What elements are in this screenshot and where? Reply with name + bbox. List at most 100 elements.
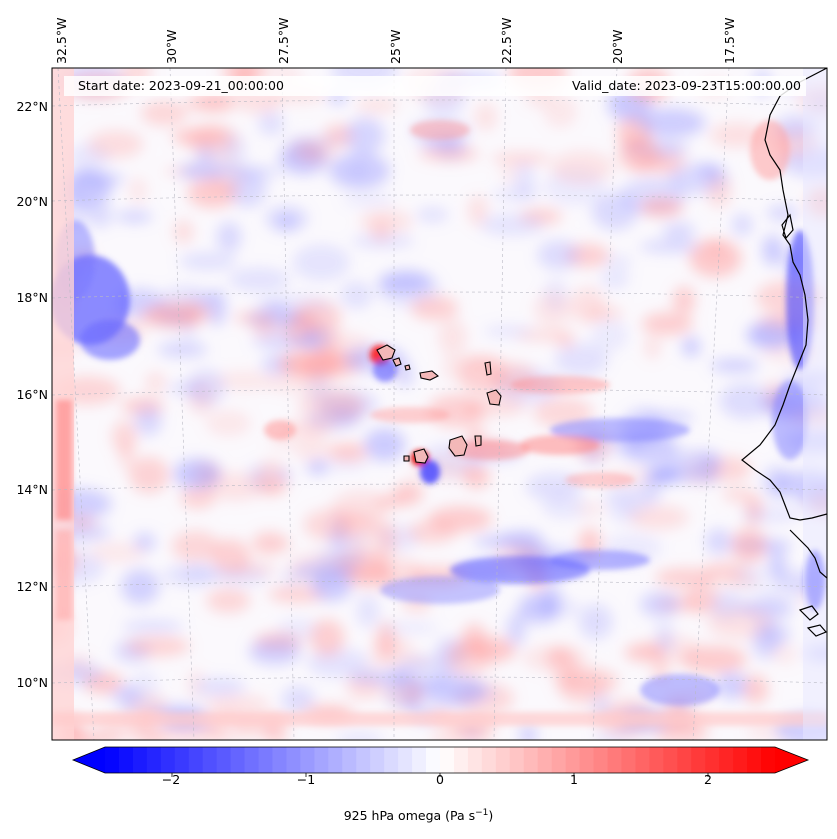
lat-label-16n: 16°N <box>16 387 48 402</box>
omega-cell <box>116 211 153 222</box>
omega-cell <box>206 588 251 613</box>
omega-cell <box>324 534 369 546</box>
omega-cell <box>88 130 144 159</box>
omega-cell <box>604 486 660 510</box>
omega-cell <box>618 137 661 172</box>
meridian-line <box>493 68 507 740</box>
omega-cell <box>186 369 226 406</box>
omega-cell <box>491 152 551 165</box>
omega-cell <box>393 482 424 506</box>
omega-feature <box>772 380 808 460</box>
omega-cell <box>410 295 458 321</box>
omega-cell <box>140 100 188 126</box>
omega-cell <box>340 281 373 309</box>
omega-cell <box>248 639 301 665</box>
omega-cell <box>307 648 370 678</box>
omega-cell <box>655 568 717 587</box>
omega-cell <box>380 622 440 634</box>
omega-feature <box>450 440 530 460</box>
omega-cell <box>591 319 629 352</box>
parallel-line <box>52 580 827 588</box>
omega-cell <box>214 165 282 179</box>
omega-feature <box>264 420 296 440</box>
omega-cell <box>277 618 320 641</box>
omega-feature <box>640 674 720 706</box>
omega-cell <box>144 371 166 393</box>
omega-cell <box>554 332 576 349</box>
omega-feature <box>550 418 690 442</box>
omega-cell <box>292 301 342 332</box>
omega-cell <box>148 727 169 740</box>
omega-cell <box>719 383 771 419</box>
omega-feature <box>565 472 635 488</box>
omega-cell <box>281 343 343 380</box>
omega-cell <box>275 469 293 481</box>
omega-cell <box>342 193 395 207</box>
colorbar-title: 925 hPa omega (Pa s−1) <box>0 808 837 823</box>
omega-cell <box>680 646 747 673</box>
omega-cell <box>185 299 202 322</box>
colorbar-tick-0: 0 <box>436 772 444 787</box>
omega-cell <box>371 640 415 653</box>
omega-cell <box>685 583 720 614</box>
omega-cell <box>682 336 701 357</box>
omega-cell <box>121 621 184 632</box>
lon-label-22-5w: 22.5°W <box>499 17 514 64</box>
omega-cell <box>440 365 465 381</box>
omega-cell <box>228 267 290 292</box>
omega-feature <box>550 550 650 570</box>
omega-cell <box>762 465 791 499</box>
omega-cell <box>128 176 148 205</box>
lat-label-10n: 10°N <box>16 675 48 690</box>
omega-cell <box>644 335 661 360</box>
gridlines <box>52 68 827 740</box>
omega-cell <box>554 343 609 377</box>
omega-cell <box>462 465 491 489</box>
omega-cell <box>345 117 385 155</box>
date-banner <box>64 76 806 96</box>
omega-cell <box>537 240 581 270</box>
omega-cell <box>522 644 589 672</box>
lon-label-17-5w: 17.5°W <box>722 17 737 64</box>
colorbar-title-exponent: −1 <box>475 808 489 818</box>
meridian-line <box>57 68 95 740</box>
omega-cell <box>214 370 277 391</box>
omega-cell <box>372 218 390 243</box>
omega-cell <box>662 222 696 241</box>
omega-feature <box>410 120 470 140</box>
omega-cell <box>355 97 399 114</box>
parallel-line <box>52 99 827 107</box>
omega-cell <box>251 531 288 555</box>
colorbar-tick-minus-1: −1 <box>296 772 316 787</box>
omega-cell <box>157 342 208 358</box>
omega-field <box>52 68 827 740</box>
lat-label-20n: 20°N <box>16 194 48 209</box>
omega-cell <box>232 560 277 577</box>
omega-cell <box>418 146 480 162</box>
meridian-line <box>692 68 730 740</box>
omega-cell <box>363 428 406 462</box>
omega-cell <box>541 494 587 519</box>
lon-label-32-5w: 32.5°W <box>54 17 69 64</box>
omega-cell <box>181 562 221 583</box>
omega-cell <box>292 244 350 281</box>
omega-cell <box>722 487 755 503</box>
omega-cell <box>257 111 285 136</box>
omega-feature <box>370 407 450 423</box>
omega-cell <box>306 461 328 475</box>
omega-cell <box>570 286 606 324</box>
omega-cell <box>111 420 138 453</box>
parallel-line <box>52 194 827 202</box>
omega-cell <box>375 520 398 557</box>
start-date-label: Start date: 2023-09-21_00:00:00 <box>78 78 284 93</box>
omega-cell <box>741 506 803 524</box>
omega-cell <box>533 291 573 328</box>
omega-cell <box>293 433 330 462</box>
lat-label-22n: 22°N <box>16 99 48 114</box>
omega-cell <box>126 636 191 657</box>
omega-cell <box>673 286 696 315</box>
omega-cell <box>731 527 767 564</box>
lon-label-30w: 30°W <box>164 29 179 64</box>
omega-cell <box>624 643 664 662</box>
